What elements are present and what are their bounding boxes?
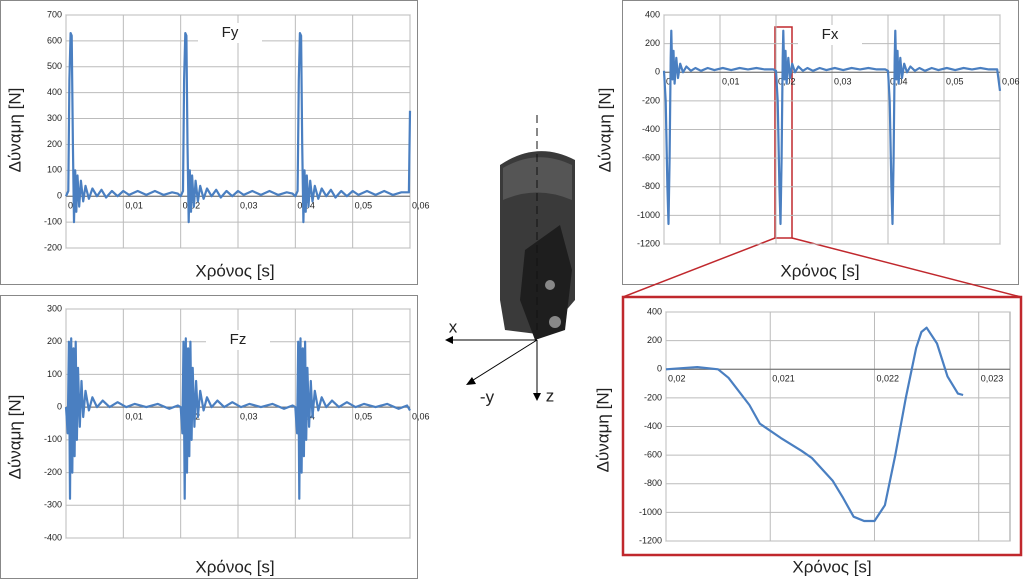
y-tick-label: 200 [647, 335, 662, 345]
x-tick-label: 0,022 [876, 374, 899, 384]
chart-title: Fy [222, 24, 239, 41]
x-axis-label: Χρόνος [s] [195, 261, 274, 280]
y-tick-label: -300 [44, 500, 62, 510]
x-tick-label: 0,01 [722, 77, 740, 87]
data-line [64, 32, 412, 224]
x-tick-label: 0,03 [834, 77, 852, 87]
y-axis-label: Δύναμη [N] [5, 395, 24, 480]
y-tick-label: 600 [47, 35, 62, 45]
y-tick-label: 100 [47, 369, 62, 379]
title-bg [798, 25, 862, 45]
y-tick-label: -200 [644, 392, 662, 402]
y-axis-label: Δύναμη [N] [593, 388, 612, 473]
screw [549, 316, 561, 328]
y-tick-label: 400 [647, 306, 662, 316]
y-tick-label: 300 [47, 113, 62, 123]
y-tick-label: 700 [47, 9, 62, 19]
screw [545, 280, 555, 290]
y-tick-label: 200 [47, 336, 62, 346]
y-tick-label: 100 [47, 165, 62, 175]
title-bg [206, 330, 270, 350]
y-tick-label: -800 [644, 478, 662, 488]
tool-shade [503, 157, 572, 200]
title-bg [198, 23, 262, 43]
zoom-region [774, 26, 793, 239]
y-tick-label: -400 [642, 124, 660, 134]
y-tick-label: 300 [47, 303, 62, 313]
x-axis-label: Χρόνος [s] [780, 261, 859, 280]
panel-frame [622, 0, 1019, 285]
y-tick-label: -100 [44, 434, 62, 444]
y-tick-label: -1000 [637, 210, 660, 220]
x-tick-label: 0,021 [772, 374, 795, 384]
y-tick-label: 0 [57, 191, 62, 201]
y-tick-label: -600 [642, 153, 660, 163]
x-tick-label: 0,01 [125, 201, 143, 211]
y-tick-label: 400 [645, 9, 660, 19]
y-tick-label: -400 [644, 421, 662, 431]
axis-name: -y [480, 387, 495, 406]
y-tick-label: 500 [47, 61, 62, 71]
y-tick-label: -400 [44, 532, 62, 542]
y-tick-label: 0 [655, 67, 660, 77]
zoom-frame [621, 295, 1023, 557]
arrow-head [445, 336, 453, 344]
x-tick-label: 0,03 [240, 201, 258, 211]
x-axis-label: Χρόνος [s] [195, 557, 274, 576]
y-tick-label: -1200 [639, 535, 662, 545]
x-tick-label: 0,023 [981, 374, 1004, 384]
y-tick-label: 200 [47, 139, 62, 149]
y-tick-label: 200 [645, 38, 660, 48]
x-tick-label: 0,03 [240, 412, 258, 422]
x-tick-label: 0,01 [125, 412, 143, 422]
y-tick-label: -100 [44, 216, 62, 226]
x-tick-label: 0 [666, 77, 671, 87]
axis-name: z [546, 386, 555, 405]
x-tick-label: 0,02 [668, 374, 686, 384]
chart-title: Fz [230, 331, 247, 348]
axis-name: x [449, 317, 458, 336]
y-tick-label: -200 [44, 242, 62, 252]
y-tick-label: -600 [644, 450, 662, 460]
x-tick-label: 0,05 [355, 201, 373, 211]
y-tick-label: -200 [642, 95, 660, 105]
y-tick-label: -800 [642, 181, 660, 191]
x-tick-label: 0,06 [412, 412, 430, 422]
data-line [64, 337, 411, 500]
x-tick-label: 0,05 [355, 412, 373, 422]
milling-tool: x -y z [445, 115, 575, 406]
x-tick-label: 0,05 [946, 77, 964, 87]
x-tick-label: 0,06 [1002, 77, 1020, 87]
y-tick-label: 0 [57, 402, 62, 412]
y-tick-label: -200 [44, 467, 62, 477]
arrow-head [533, 393, 541, 401]
data-line [665, 326, 964, 523]
y-tick-label: -1000 [639, 507, 662, 517]
x-tick-label: 0,06 [412, 201, 430, 211]
zoom-connector [622, 237, 776, 298]
arrow-head [466, 377, 476, 385]
panel-frame [0, 0, 418, 285]
x-axis-label: Χρόνος [s] [792, 557, 871, 576]
y-axis-label: Δύναμη [N] [595, 88, 614, 173]
panel-frame [0, 295, 418, 579]
data-line [662, 29, 1002, 226]
chart-title: Fx [822, 26, 839, 43]
y-axis-label: Δύναμη [N] [5, 88, 24, 173]
y-tick-label: 400 [47, 87, 62, 97]
y-tick-label: -1200 [637, 238, 660, 248]
y-tick-label: 0 [657, 364, 662, 374]
x-tick-label: 0 [68, 201, 73, 211]
axis-arrow [469, 339, 538, 383]
zoom-connector [791, 237, 1022, 298]
